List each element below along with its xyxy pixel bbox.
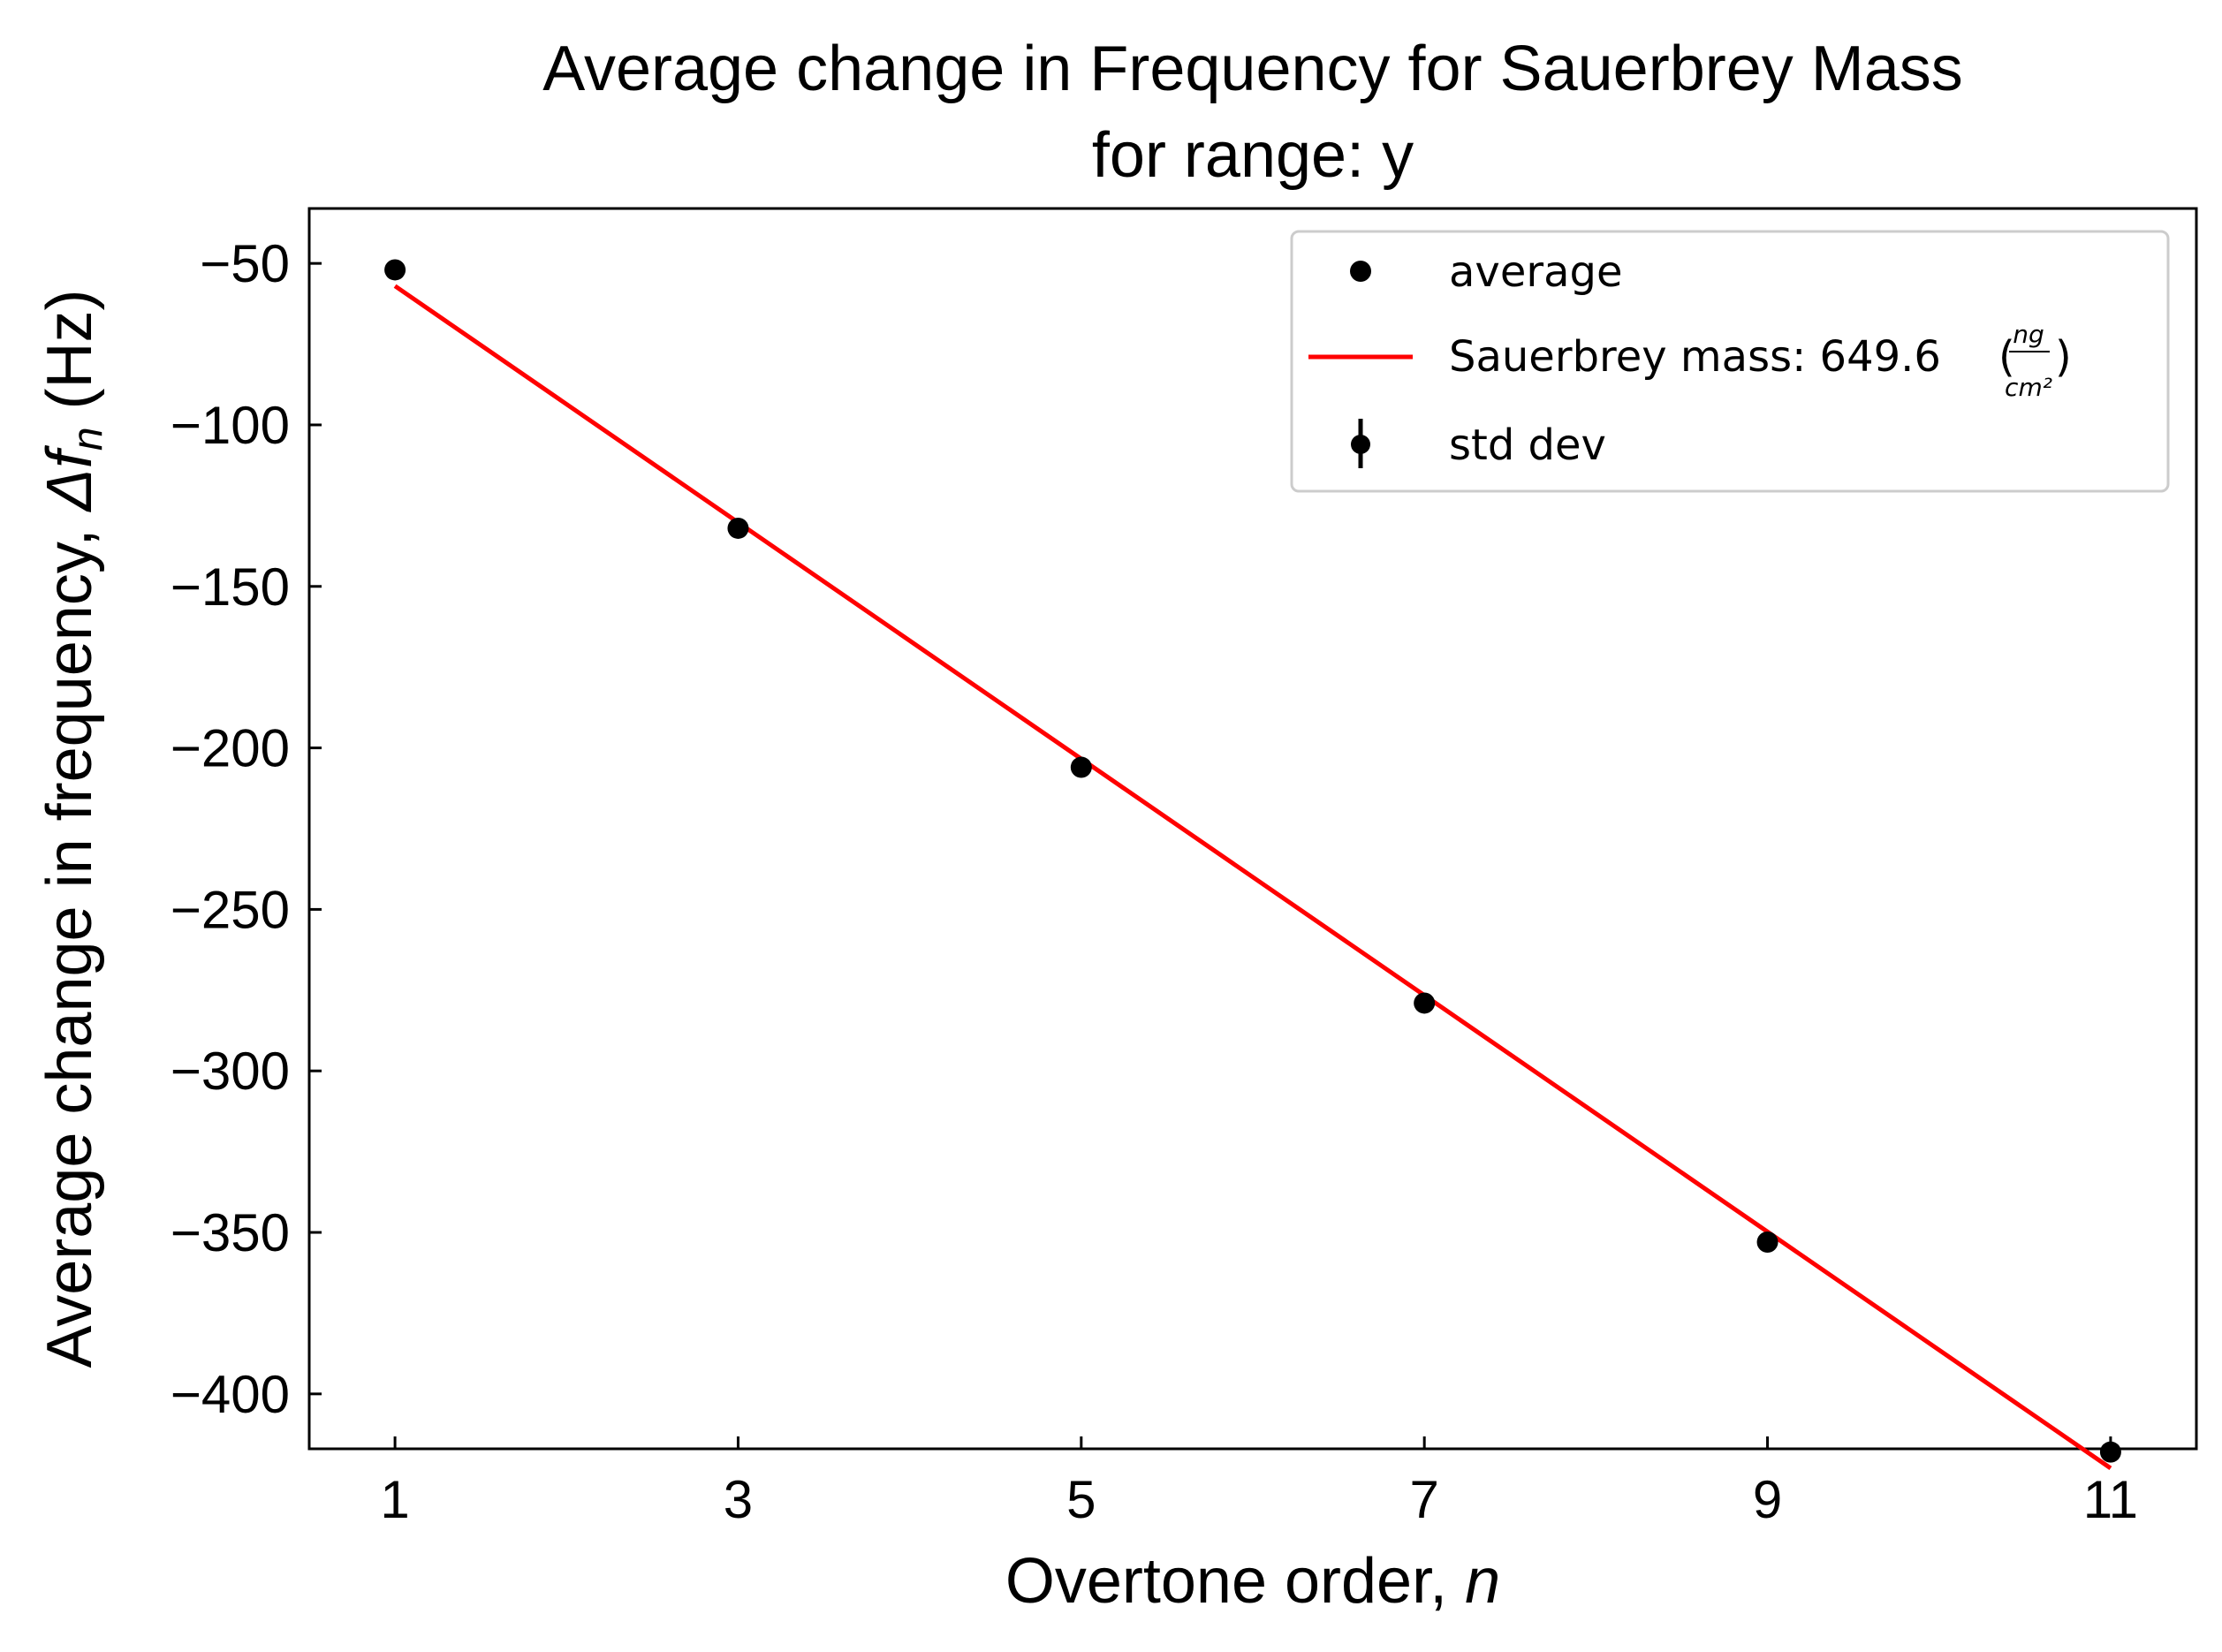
y-axis: −50 −100 −150 −200 −250 −300 −350 −400 [171, 234, 322, 1424]
legend-paren-close: ) [2055, 332, 2072, 382]
plot-area [307, 207, 2198, 1451]
x-axis: 1 3 5 7 9 11 [380, 1436, 2138, 1529]
y-tick-label: −350 [171, 1203, 290, 1262]
legend-marker-average [1350, 261, 1371, 282]
x-axis-label-var: n [1465, 1546, 1500, 1617]
y-axis-label-sub: n [64, 427, 111, 451]
y-tick-label: −100 [171, 396, 290, 455]
y-axis-label-var: Δf [34, 444, 105, 512]
legend-label-stddev: std dev [1449, 421, 1606, 470]
x-tick-label: 5 [1066, 1470, 1096, 1529]
y-tick-label: −50 [200, 234, 290, 293]
y-tick-label: −300 [171, 1042, 290, 1101]
x-axis-label: Overtone order, n [1005, 1546, 1500, 1617]
x-tick-label: 11 [2083, 1470, 2138, 1529]
legend-label-sauerbrey: Sauerbrey mass: 649.6 [1449, 332, 1941, 382]
x-tick-label: 7 [1409, 1470, 1438, 1529]
data-point [727, 517, 749, 539]
legend: average Sauerbrey mass: 649.6 ( ng cm² )… [1290, 230, 2170, 493]
legend-unit-denominator: cm² [2005, 373, 2052, 402]
x-tick-label: 1 [380, 1470, 409, 1529]
y-axis-label: Average change in frequency, Δfn (Hz) [34, 290, 111, 1368]
chart-title-line2: for range: y [1092, 120, 1414, 191]
legend-paren-open: ( [1998, 332, 2015, 382]
data-point [1414, 992, 1436, 1014]
series-layer [384, 259, 2121, 1470]
legend-label-average: average [1449, 247, 1623, 297]
y-tick-label: −200 [171, 719, 290, 778]
legend-marker-stddev-dot [1351, 435, 1370, 454]
y-tick-label: −400 [171, 1365, 290, 1424]
data-point [1070, 756, 1092, 778]
y-axis-label-text: Average change in frequency, [34, 511, 105, 1368]
legend-box [1290, 230, 2170, 493]
chart-title-line1: Average change in Frequency for Sauerbre… [542, 34, 1963, 104]
data-point [2099, 1441, 2121, 1463]
data-point [384, 259, 406, 281]
x-tick-label: 3 [724, 1470, 753, 1529]
data-point [1756, 1231, 1778, 1253]
fit-line-sauerbrey [393, 284, 2112, 1470]
legend-unit-numerator: ng [2013, 320, 2044, 349]
x-tick-label: 9 [1753, 1470, 1782, 1529]
x-axis-label-text: Overtone order, [1005, 1546, 1465, 1617]
y-tick-label: −150 [171, 557, 290, 617]
y-axis-label-unit: (Hz) [34, 290, 105, 428]
y-tick-label: −250 [171, 880, 290, 939]
